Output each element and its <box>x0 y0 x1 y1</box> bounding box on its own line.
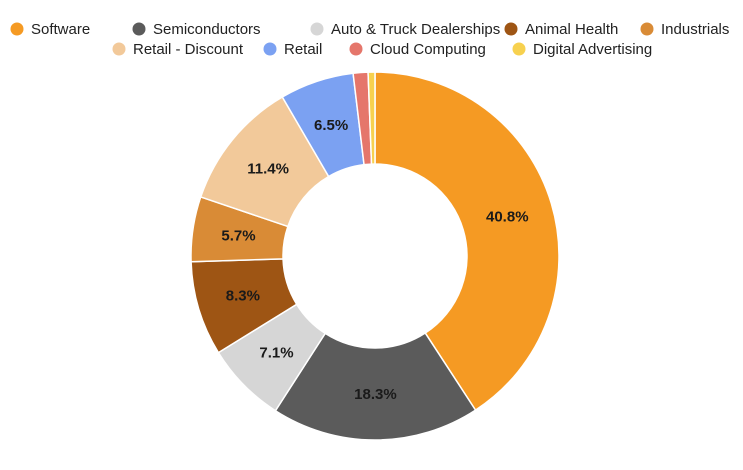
legend-label: Semiconductors <box>153 21 261 38</box>
legend-swatch <box>349 42 363 56</box>
legend-label: Industrials <box>661 21 729 38</box>
legend-item-auto-and-truck-dealerships[interactable]: Auto & Truck Dealerships <box>310 21 501 38</box>
data-label-retail: 6.5% <box>314 117 348 134</box>
legend-swatch <box>10 22 24 36</box>
slice-semiconductors[interactable] <box>274 332 477 441</box>
legend-label: Digital Advertising <box>533 41 652 58</box>
data-label-semiconductors: 18.3% <box>354 386 397 403</box>
data-label-retail-discount: 11.4% <box>247 161 289 178</box>
chart-legend: Software Semiconductors Auto & Truck Deale… <box>10 21 730 58</box>
legend-label: Retail - Discount <box>133 41 244 58</box>
legend-item-retail-discount[interactable]: Retail - Discount <box>112 41 244 58</box>
legend-swatch <box>112 42 126 56</box>
legend-item-animal-health[interactable]: Animal Health <box>504 21 619 38</box>
data-label-auto-and-truck-dealerships: 7.1% <box>259 345 293 362</box>
legend-item-software[interactable]: Software <box>10 21 91 38</box>
legend-item-cloud-computing[interactable]: Cloud Computing <box>349 41 486 58</box>
legend-label: Auto & Truck Dealerships <box>331 21 500 38</box>
legend-item-retail[interactable]: Retail <box>263 41 323 58</box>
legend-label: Software <box>31 21 90 38</box>
slice-digital-advertising[interactable] <box>367 71 376 165</box>
legend-item-digital-advertising[interactable]: Digital Advertising <box>512 41 653 58</box>
legend-swatch <box>640 22 654 36</box>
slice-software[interactable] <box>374 71 560 412</box>
legend-swatch <box>504 22 518 36</box>
legend-label: Cloud Computing <box>370 41 486 58</box>
legend-label: Animal Health <box>525 21 618 38</box>
chart-data-labels: 40.8% 18.3% 7.1% 8.3% 5.7% 11.4% 6.5% <box>221 117 528 403</box>
chart-slices <box>190 71 560 441</box>
legend-swatch <box>310 22 324 36</box>
legend-swatch <box>132 22 146 36</box>
data-label-industrials: 5.7% <box>221 228 255 245</box>
data-label-software: 40.8% <box>486 209 529 226</box>
legend-item-semiconductors[interactable]: Semiconductors <box>132 21 261 38</box>
data-label-animal-health: 8.3% <box>226 288 260 305</box>
legend-swatch <box>263 42 277 56</box>
legend-label: Retail <box>284 41 322 58</box>
legend-swatch <box>512 42 526 56</box>
legend-item-industrials[interactable]: Industrials <box>640 21 730 38</box>
